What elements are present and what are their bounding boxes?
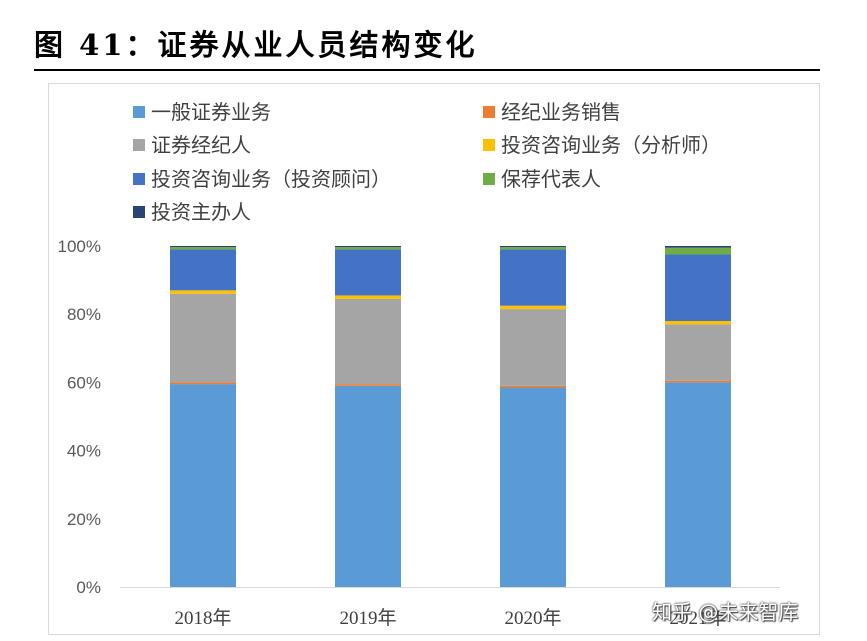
- legend-swatch: [483, 139, 495, 151]
- bar-stack: [335, 246, 401, 587]
- x-axis: 2018年 2019年 2020年 2021年: [174, 607, 726, 629]
- y-tick-label: 100%: [58, 237, 101, 256]
- bar-segment: [170, 293, 236, 383]
- legend-swatch: [133, 139, 145, 151]
- legend-swatch: [483, 106, 495, 118]
- bar-segment: [500, 385, 566, 388]
- legend-label: 保荐代表人: [501, 167, 601, 191]
- bar-segment: [500, 309, 566, 386]
- bar-segment: [665, 382, 731, 587]
- legend-label: 投资咨询业务（投资顾问）: [151, 167, 391, 191]
- bar-segment: [335, 298, 401, 385]
- bar-segment: [500, 305, 566, 310]
- x-tick-label: 2019年: [339, 607, 396, 629]
- bar-segment: [170, 249, 236, 291]
- legend-swatch: [133, 173, 145, 185]
- y-tick-label: 20%: [67, 510, 101, 529]
- title-rule: [34, 69, 820, 71]
- bar-segment: [500, 387, 566, 587]
- bars: [170, 246, 731, 587]
- bar-segment: [335, 295, 401, 299]
- legend-label: 投资主办人: [151, 200, 251, 224]
- bar-segment: [665, 380, 731, 383]
- legend-label: 证券经纪人: [151, 133, 251, 157]
- chart-frame: [48, 83, 820, 635]
- bar-segment: [170, 382, 236, 385]
- bar-segment: [665, 246, 731, 248]
- y-tick-label: 80%: [67, 305, 101, 324]
- x-tick-label: 2018年: [174, 607, 231, 629]
- bar-segment: [335, 247, 401, 250]
- bar-segment: [335, 385, 401, 587]
- bar-segment: [500, 246, 566, 248]
- bar-segment: [500, 249, 566, 306]
- bar-segment: [335, 249, 401, 296]
- bar-segment: [170, 247, 236, 250]
- bar-stack: [170, 246, 236, 587]
- x-tick-label: 2021年: [669, 607, 726, 629]
- bar-segment: [170, 246, 236, 248]
- bar-stack: [665, 246, 731, 587]
- bar-segment: [170, 290, 236, 294]
- legend-swatch: [483, 173, 495, 185]
- y-tick-label: 40%: [67, 442, 101, 461]
- bar-segment: [665, 247, 731, 255]
- bar-segment: [335, 246, 401, 248]
- bar-segment: [665, 254, 731, 322]
- watermark: 知乎 @未来智库: [652, 600, 799, 624]
- y-tick-label: 0%: [76, 578, 101, 597]
- bar-segment: [665, 321, 731, 325]
- legend-label: 一般证券业务: [151, 100, 271, 124]
- legend-swatch: [133, 206, 145, 218]
- figure-title: 图 41：证券从业人员结构变化: [34, 28, 478, 62]
- y-tick-label: 60%: [67, 373, 101, 392]
- bar-segment: [170, 384, 236, 587]
- bar-segment: [665, 324, 731, 381]
- bar-segment: [335, 384, 401, 386]
- bar-segment: [500, 247, 566, 250]
- bar-stack: [500, 246, 566, 587]
- legend-swatch: [133, 106, 145, 118]
- legend-label: 投资咨询业务（分析师）: [501, 133, 721, 157]
- y-axis: 0% 20% 40% 60% 80% 100%: [58, 237, 780, 597]
- x-tick-label: 2020年: [504, 607, 561, 629]
- legend-label: 经纪业务销售: [501, 100, 621, 124]
